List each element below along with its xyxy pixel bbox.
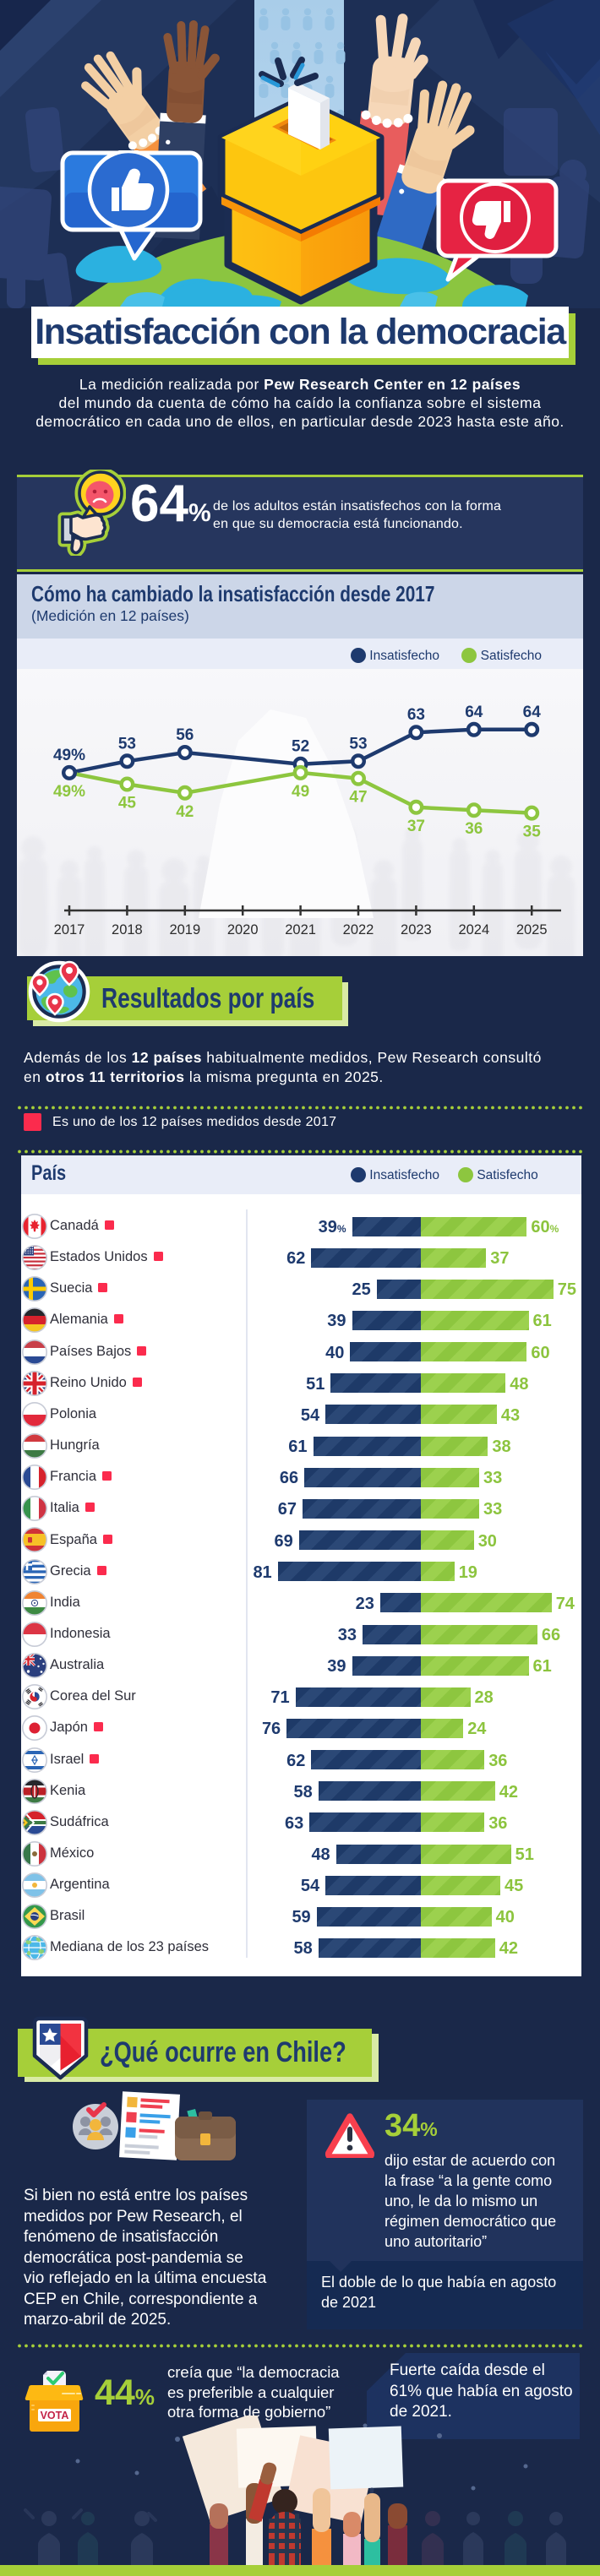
- svg-text:45: 45: [118, 795, 137, 812]
- svg-text:35: 35: [523, 823, 542, 841]
- svg-text:2024: 2024: [458, 922, 489, 937]
- svg-text:36: 36: [465, 820, 483, 838]
- svg-text:64: 64: [465, 704, 483, 721]
- svg-text:49%: 49%: [53, 783, 85, 801]
- svg-text:2025: 2025: [516, 922, 548, 937]
- svg-text:56: 56: [176, 726, 194, 744]
- svg-text:53: 53: [349, 735, 367, 753]
- svg-text:52: 52: [292, 738, 309, 756]
- svg-text:53: 53: [118, 735, 136, 753]
- svg-text:2023: 2023: [401, 922, 432, 937]
- svg-text:2020: 2020: [227, 922, 259, 937]
- svg-text:49: 49: [292, 783, 309, 801]
- svg-text:2017: 2017: [54, 922, 85, 937]
- svg-text:63: 63: [407, 706, 425, 724]
- svg-text:47: 47: [349, 789, 367, 807]
- svg-text:64: 64: [523, 704, 542, 721]
- svg-text:2018: 2018: [112, 922, 143, 937]
- svg-text:2019: 2019: [169, 922, 200, 937]
- svg-text:37: 37: [407, 818, 425, 835]
- svg-text:49%: 49%: [53, 747, 85, 764]
- svg-text:2022: 2022: [343, 922, 374, 937]
- svg-text:VOTA: VOTA: [41, 2410, 69, 2421]
- svg-text:2021: 2021: [285, 922, 316, 937]
- svg-text:42: 42: [176, 803, 194, 821]
